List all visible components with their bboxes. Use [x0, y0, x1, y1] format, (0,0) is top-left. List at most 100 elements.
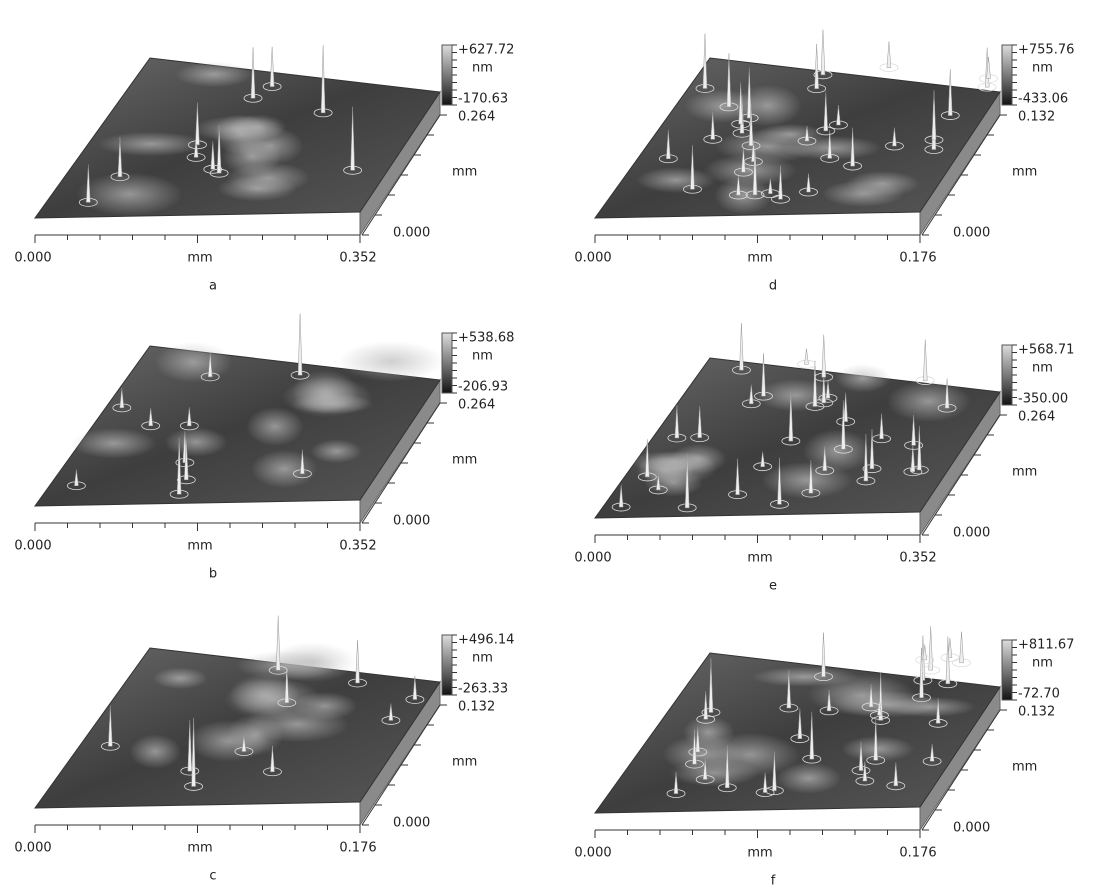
x-unit-label: mm — [747, 846, 772, 861]
spike — [804, 348, 809, 365]
spike — [786, 669, 792, 709]
spike — [269, 46, 275, 87]
spike — [108, 705, 113, 747]
spike — [739, 323, 744, 371]
spike — [412, 675, 418, 700]
surface-texture — [310, 439, 363, 464]
z-max-label: +538.68 — [458, 331, 514, 346]
spike — [708, 658, 714, 713]
z-unit-label: nm — [1032, 361, 1053, 376]
spike — [752, 144, 758, 196]
surface-texture — [193, 115, 284, 143]
surface-texture — [886, 380, 971, 423]
surface-texture — [821, 180, 905, 207]
surface-texture — [164, 427, 228, 457]
spike — [850, 127, 855, 167]
surface-texture — [700, 732, 800, 777]
y-min-label: 0.000 — [953, 821, 990, 836]
y-unit-label: mm — [452, 755, 477, 770]
spike — [748, 384, 754, 405]
panel: +496.14 nm -263.33 0.132 mm 0.000 0.000 mm 0.176… — [14, 615, 514, 884]
x-unit-label: mm — [187, 251, 212, 266]
spike — [826, 690, 832, 712]
surface-texture — [282, 376, 372, 418]
surface-texture — [152, 667, 208, 690]
spike — [748, 103, 754, 147]
surface-texture — [840, 735, 915, 762]
spike — [777, 457, 782, 505]
color-bar — [1001, 344, 1013, 406]
z-unit-label: nm — [1032, 656, 1053, 671]
spike — [735, 458, 740, 495]
z-min-label: -206.93 — [458, 380, 508, 395]
surface-texture — [224, 678, 322, 721]
surface-texture — [267, 642, 356, 683]
z-min-label: -263.33 — [458, 682, 508, 697]
z-min-label: -433.06 — [1018, 92, 1068, 107]
x-min-label: 0.000 — [14, 841, 51, 856]
x-min-label: 0.000 — [574, 551, 611, 566]
y-max-label: 0.132 — [1018, 110, 1055, 125]
surface-texture — [755, 123, 826, 145]
spike — [388, 703, 394, 721]
z-max-label: +627.72 — [458, 43, 514, 58]
panel-label: c — [209, 869, 216, 884]
spike — [910, 444, 916, 472]
spike — [804, 125, 810, 142]
spike — [355, 640, 360, 684]
z-unit-label: nm — [472, 651, 493, 666]
panel: +568.71 nm -350.00 0.264 mm 0.000 0.000 mm 0.352… — [574, 323, 1074, 594]
surface-texture — [246, 407, 304, 447]
spike — [760, 451, 765, 467]
surface-texture — [803, 429, 871, 473]
z-max-label: +755.76 — [1018, 43, 1074, 58]
surface-texture — [776, 762, 842, 794]
panel: +811.67 nm -72.70 0.132 mm 0.000 0.000 mm 0.176 f — [574, 626, 1074, 889]
color-bar — [441, 44, 453, 106]
spike — [684, 453, 690, 509]
x-min-label: 0.000 — [574, 251, 611, 266]
panel: +755.76 nm -433.06 0.132 mm 0.000 0.000 mm 0.176… — [574, 29, 1074, 294]
surface-texture — [761, 461, 853, 499]
spike — [193, 137, 199, 158]
y-min-label: 0.000 — [953, 226, 990, 241]
spike — [841, 400, 846, 450]
spike — [275, 615, 281, 671]
y-max-label: 0.132 — [458, 700, 495, 715]
spike — [210, 141, 216, 170]
spike — [820, 29, 826, 76]
panel-label: a — [209, 279, 217, 294]
surface-texture — [670, 443, 727, 474]
spike — [862, 761, 868, 782]
spike — [892, 127, 897, 147]
z-unit-label: nm — [1032, 61, 1053, 76]
x-min-label: 0.000 — [14, 539, 51, 554]
z-max-label: +496.14 — [458, 633, 514, 648]
panel-label: b — [209, 567, 217, 582]
spike — [886, 41, 892, 68]
z-min-label: -170.63 — [458, 92, 508, 107]
spike — [911, 415, 916, 446]
spike — [821, 632, 826, 677]
x-max-label: 0.176 — [339, 841, 376, 856]
spike — [703, 691, 709, 720]
spike — [297, 313, 303, 376]
spike — [250, 47, 256, 99]
spike — [812, 360, 818, 407]
spike — [195, 102, 200, 146]
spike — [207, 352, 213, 378]
spike — [788, 391, 794, 442]
y-min-label: 0.000 — [393, 226, 430, 241]
surface-texture — [751, 666, 859, 687]
spike — [736, 174, 741, 196]
surface-texture — [76, 172, 183, 216]
spike — [618, 484, 624, 508]
spike — [762, 772, 768, 793]
spike — [843, 392, 848, 422]
panel: +538.68 nm -206.93 0.264 mm 0.000 0.000 mm 0.352… — [14, 313, 514, 582]
spike — [216, 124, 222, 174]
spike — [931, 90, 937, 141]
spike — [945, 636, 951, 684]
spike — [761, 353, 766, 397]
